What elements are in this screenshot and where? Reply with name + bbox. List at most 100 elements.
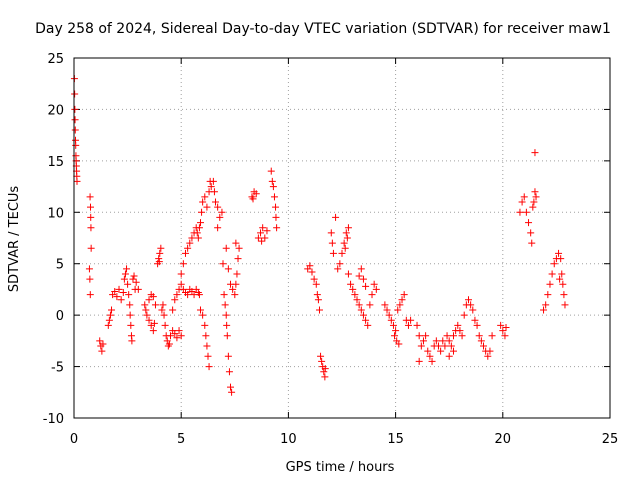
y-tick-label: 15 [47, 155, 64, 170]
data-point [175, 327, 183, 335]
data-point [310, 275, 318, 283]
data-point [224, 265, 232, 273]
data-point [130, 272, 138, 280]
data-point [387, 316, 395, 324]
data-point [355, 301, 363, 309]
data-point [328, 239, 336, 247]
data-point [87, 213, 95, 221]
data-point [123, 265, 131, 273]
data-point [355, 272, 363, 280]
y-tick-label: 0 [56, 309, 64, 324]
data-point [516, 208, 524, 216]
data-point [342, 229, 350, 237]
data-point [209, 177, 217, 185]
data-point [398, 296, 406, 304]
data-point [454, 321, 462, 329]
data-point [196, 306, 204, 314]
data-point [161, 321, 169, 329]
data-point [201, 193, 209, 201]
data-point [165, 340, 173, 348]
data-point [199, 311, 207, 319]
data-point [349, 285, 357, 293]
data-point [184, 244, 192, 252]
data-point [353, 296, 361, 304]
data-point [391, 332, 399, 340]
data-point [219, 260, 227, 268]
data-point [71, 105, 79, 113]
data-point [193, 229, 201, 237]
tick-labels: 0 5 10 15 20 25 -10 -5 0 5 10 15 20 25 [43, 52, 619, 447]
data-point [417, 342, 425, 350]
data-point [132, 278, 140, 286]
data-point [449, 347, 457, 355]
data-point [318, 357, 326, 365]
x-tick-label: 5 [177, 432, 185, 447]
data-point [145, 296, 153, 304]
data-point [426, 352, 434, 360]
y-tick-label: -5 [51, 361, 64, 376]
data-point [203, 342, 211, 350]
data-point [71, 116, 79, 124]
y-tick-label: 5 [56, 258, 64, 273]
data-point [385, 311, 393, 319]
data-point [143, 311, 151, 319]
data-point [381, 301, 389, 309]
data-point [415, 357, 423, 365]
y-tick-label: 20 [47, 103, 64, 118]
data-point [196, 219, 204, 227]
data-point [394, 306, 402, 314]
data-point [320, 368, 328, 376]
data-point [560, 291, 568, 299]
data-point [257, 229, 265, 237]
data-point [340, 239, 348, 247]
data-point [86, 291, 94, 299]
data-point [555, 249, 563, 257]
data-point [87, 203, 95, 211]
data-point [134, 285, 142, 293]
data-point [156, 249, 164, 257]
data-point [177, 270, 185, 278]
data-point [199, 198, 207, 206]
data-point [71, 126, 79, 134]
data-point [441, 342, 449, 350]
data-point [407, 316, 415, 324]
data-point [372, 285, 380, 293]
x-tick-label: 10 [280, 432, 297, 447]
data-point [315, 306, 323, 314]
data-point [546, 280, 554, 288]
data-point [86, 275, 94, 283]
data-point [484, 352, 492, 360]
data-point [415, 332, 423, 340]
data-point [434, 342, 442, 350]
data-point [214, 224, 222, 232]
data-point [528, 239, 536, 247]
data-point [259, 224, 267, 232]
data-point [71, 90, 79, 98]
y-axis-label: SDTVAR / TECUs [7, 186, 22, 293]
data-point [96, 337, 104, 345]
data-point [158, 306, 166, 314]
chart-title: Day 258 of 2024, Sidereal Day-to-day VTE… [35, 21, 611, 37]
data-point [362, 282, 370, 290]
data-point [480, 342, 488, 350]
data-point [254, 234, 262, 242]
data-point [502, 323, 510, 331]
data-point [267, 167, 275, 175]
data-point [173, 334, 181, 342]
data-point [343, 234, 351, 242]
data-point [229, 285, 237, 293]
data-point [531, 149, 539, 157]
data-point [184, 291, 192, 299]
data-point [142, 306, 150, 314]
data-point [477, 337, 485, 345]
data-point [252, 190, 260, 198]
data-point [531, 188, 539, 196]
data-point [173, 291, 181, 299]
data-point [115, 285, 123, 293]
data-point [220, 291, 228, 299]
data-point [126, 301, 134, 309]
data-point [395, 340, 403, 348]
data-point [413, 321, 421, 329]
data-point [86, 193, 94, 201]
data-point [544, 291, 552, 299]
